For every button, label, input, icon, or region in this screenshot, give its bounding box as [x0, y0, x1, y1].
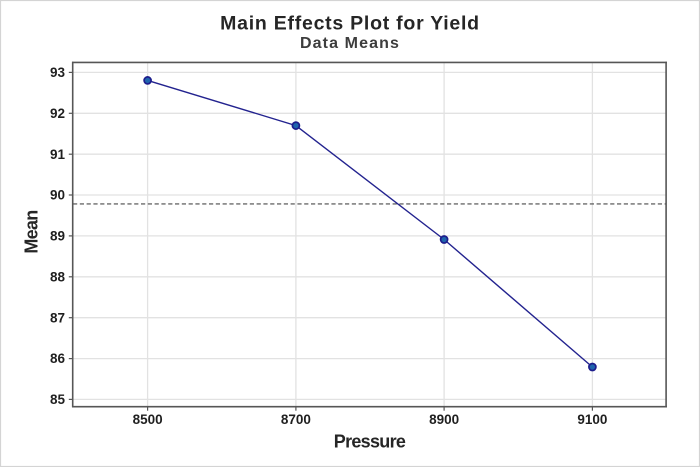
svg-text:Pressure: Pressure	[334, 432, 406, 452]
svg-text:Mean: Mean	[21, 210, 41, 253]
svg-text:8900: 8900	[429, 412, 459, 427]
svg-text:9100: 9100	[577, 412, 607, 427]
svg-text:8700: 8700	[281, 412, 311, 427]
svg-text:86: 86	[50, 351, 66, 366]
svg-text:Main Effects Plot for Yield: Main Effects Plot for Yield	[220, 12, 480, 34]
svg-text:88: 88	[50, 269, 66, 284]
svg-text:92: 92	[50, 106, 65, 121]
svg-text:Data Means: Data Means	[300, 35, 400, 52]
svg-text:89: 89	[50, 229, 65, 244]
svg-text:87: 87	[50, 310, 65, 325]
svg-text:90: 90	[50, 188, 65, 203]
svg-text:85: 85	[50, 392, 66, 407]
svg-text:8500: 8500	[133, 412, 163, 427]
svg-text:91: 91	[50, 147, 66, 162]
svg-text:93: 93	[50, 65, 66, 80]
